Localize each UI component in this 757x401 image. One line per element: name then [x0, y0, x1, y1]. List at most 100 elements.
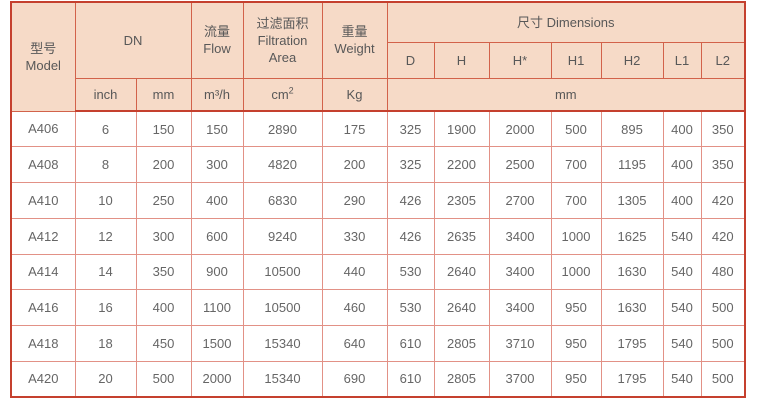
header-units-row: inch mm m³/h cm2 Kg mm	[11, 77, 746, 112]
table-cell: 400	[135, 289, 192, 326]
table-cell: 540	[662, 360, 702, 398]
table-cell: 540	[662, 217, 702, 255]
table-cell: 530	[386, 289, 435, 326]
table-cell: 15340	[242, 325, 323, 362]
table-cell: 325	[386, 146, 435, 183]
table-cell: 18	[74, 325, 137, 362]
table-cell: 400	[662, 182, 702, 219]
table-cell: 8	[74, 146, 137, 183]
table-cell: 2640	[433, 253, 490, 291]
table-cell: A414	[10, 253, 76, 291]
table-cell: 1900	[433, 110, 490, 148]
header-filtration-zh: 过滤面积	[256, 15, 309, 31]
table-cell: A418	[10, 325, 76, 362]
table-cell: 400	[662, 146, 702, 183]
table-header: 型号 Model DN 流量 Flow 过滤面积 Filtration Area…	[10, 1, 746, 112]
unit-inch: inch	[74, 77, 137, 112]
table-cell: A410	[10, 182, 76, 219]
table-cell: 330	[321, 217, 388, 255]
table-cell: 690	[321, 360, 388, 398]
table-cell: 2640	[433, 289, 490, 326]
table-cell: 500	[700, 325, 746, 362]
table-cell: 2890	[242, 110, 323, 148]
header-dim-h2: H2	[600, 41, 664, 79]
table-cell: 350	[700, 110, 746, 148]
table-row: A406 6 150 150 2890 175 325 1900 2000 500 895 400 35…	[10, 110, 746, 148]
table-cell: 1625	[600, 217, 664, 255]
table-cell: 20	[74, 360, 137, 398]
table-cell: 610	[386, 325, 435, 362]
table-cell: A412	[10, 217, 76, 255]
table-cell: 700	[550, 146, 602, 183]
table-cell: A416	[10, 289, 76, 326]
header-model-en: Model	[25, 57, 61, 73]
table-cell: 2500	[488, 146, 552, 183]
header-row-2: D H H* H1 H2 L1 L2	[11, 41, 746, 79]
table-cell: 1795	[600, 325, 664, 362]
table-row: A414 14 350 900 10500 440 530 2640 3400 1000 1630 5…	[10, 253, 746, 291]
unit-flow: m³/h	[190, 77, 244, 112]
table-cell: 350	[700, 146, 746, 183]
table-cell: 2200	[433, 146, 490, 183]
table-row: A416 16 400 1100 10500 460 530 2640 3400 950 1630 5…	[10, 289, 746, 326]
table-cell: 3400	[488, 217, 552, 255]
table-cell: 290	[321, 182, 388, 219]
table-cell: 530	[386, 253, 435, 291]
table-cell: 2635	[433, 217, 490, 255]
table-cell: 540	[662, 325, 702, 362]
table-cell: 950	[550, 360, 602, 398]
table-cell: 10500	[242, 289, 323, 326]
header-model-zh: 型号	[30, 40, 57, 56]
table-cell: 1000	[550, 253, 602, 291]
table-cell: 6830	[242, 182, 323, 219]
header-dn: DN	[74, 1, 192, 79]
table-cell: 200	[321, 146, 388, 183]
table-cell: 3710	[488, 325, 552, 362]
table-cell: 1500	[190, 325, 244, 362]
table-cell: 3400	[488, 289, 552, 326]
table-cell: 420	[700, 217, 746, 255]
table-cell: 900	[190, 253, 244, 291]
table-cell: 325	[386, 110, 435, 148]
table-cell: 500	[550, 110, 602, 148]
table-cell: 2000	[190, 360, 244, 398]
table-cell: 426	[386, 217, 435, 255]
table-cell: 150	[190, 110, 244, 148]
header-dim-l2: L2	[700, 41, 746, 79]
table-cell: 2805	[433, 360, 490, 398]
table-cell: 3400	[488, 253, 552, 291]
table-cell: 200	[135, 146, 192, 183]
table-cell: 400	[190, 182, 244, 219]
table-cell: 2700	[488, 182, 552, 219]
unit-weight: Kg	[321, 77, 388, 112]
table-cell: 175	[321, 110, 388, 148]
table-cell: 1795	[600, 360, 664, 398]
table-cell: 440	[321, 253, 388, 291]
table-cell: 6	[74, 110, 137, 148]
unit-area: cm2	[242, 77, 323, 112]
table-cell: 600	[190, 217, 244, 255]
unit-area-base: cm	[271, 86, 289, 102]
table-cell: 2000	[488, 110, 552, 148]
table-cell: 1630	[600, 253, 664, 291]
table-cell: 10500	[242, 253, 323, 291]
header-flow-zh: 流量	[203, 24, 230, 40]
table-cell: 540	[662, 289, 702, 326]
header-weight: 重量 Weight	[321, 1, 388, 79]
table-cell: 420	[700, 182, 746, 219]
table-cell: 2805	[433, 325, 490, 362]
header-dim-l1: L1	[662, 41, 702, 79]
table-cell: 10	[74, 182, 137, 219]
table-cell: 700	[550, 182, 602, 219]
header-filtration-en1: Filtration	[257, 32, 308, 48]
header-row-1: 型号 Model DN 流量 Flow 过滤面积 Filtration Area…	[10, 1, 746, 112]
table-cell: 1305	[600, 182, 664, 219]
header-dim-hstar: H*	[488, 41, 552, 79]
table-cell: 4820	[242, 146, 323, 183]
table-body: A406 6 150 150 2890 175 325 1900 2000 500 895 400 35…	[10, 110, 746, 398]
table-cell: 12	[74, 217, 137, 255]
table-cell: 426	[386, 182, 435, 219]
unit-area-sup: 2	[288, 85, 294, 96]
table-row: A420 20 500 2000 15340 690 610 2805 3700 950 1795 5…	[10, 360, 746, 398]
